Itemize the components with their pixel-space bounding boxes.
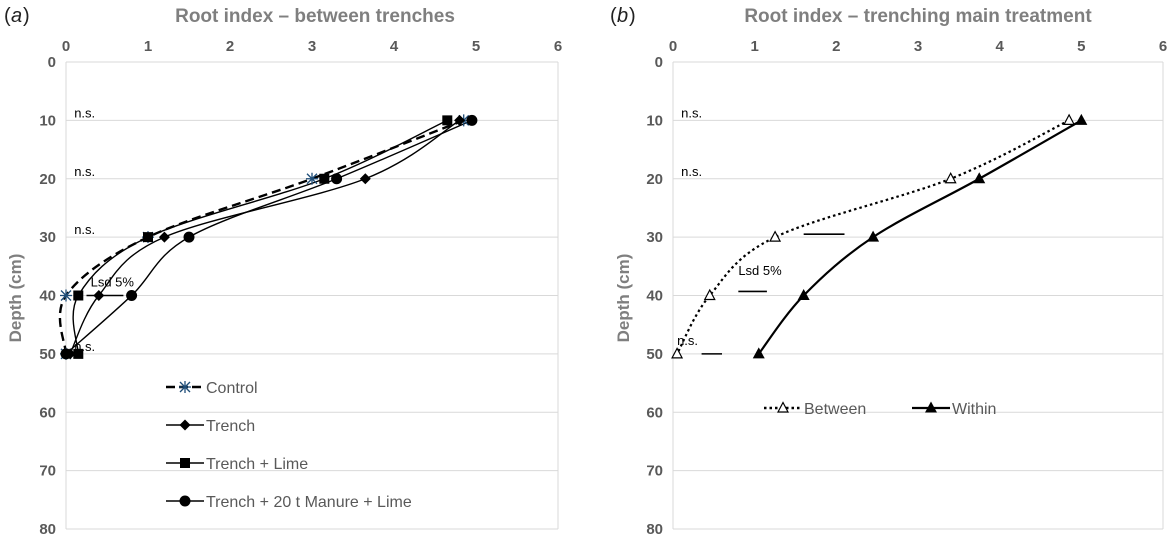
panel-b-legend-within-marker bbox=[925, 401, 937, 413]
panel-b-series-within-point-3 bbox=[797, 289, 810, 300]
panel-b-ytick-7: 70 bbox=[646, 463, 663, 480]
panel-b-label: b bbox=[617, 5, 628, 27]
panel-b-ytick-6: 60 bbox=[646, 404, 663, 421]
panel-a-series-trench-lime-point-4 bbox=[73, 348, 84, 359]
panel-a-annotation-0: n.s. bbox=[74, 105, 95, 120]
panel-b-ytick-2: 20 bbox=[646, 171, 663, 188]
panel-a-ytick-2: 20 bbox=[39, 171, 56, 188]
panel-a-ylabel: Depth (cm) bbox=[6, 254, 25, 343]
panel-a-series-trench-line bbox=[69, 119, 460, 355]
panel-b-ytick-1: 10 bbox=[646, 112, 663, 129]
panel-b-open-paren: ( bbox=[610, 5, 617, 27]
panel-b-annotation-0: n.s. bbox=[681, 105, 702, 120]
panel-a-series-trench-point-1 bbox=[359, 173, 371, 185]
panel-b-xtick-2: 2 bbox=[832, 38, 840, 55]
panel-b-xtick-3: 3 bbox=[914, 38, 922, 55]
panel-a-ytick-8: 80 bbox=[39, 521, 56, 538]
panel-a-series-trench-20-t-manure-lime-point-2 bbox=[183, 231, 195, 243]
panel-b-xtick-5: 5 bbox=[1077, 38, 1085, 55]
panel-a-xtick-3: 3 bbox=[308, 38, 316, 55]
panel-a-open-paren: ( bbox=[4, 5, 11, 27]
panel-b-title: Root index – trenching main treatment bbox=[744, 6, 1092, 27]
panel-a-ytick-0: 0 bbox=[48, 54, 56, 71]
panel-b-xtick-1: 1 bbox=[750, 38, 758, 55]
panel-a-series-trench-lime-point-0 bbox=[442, 115, 453, 126]
panel-b-series-between-point-3 bbox=[703, 288, 716, 301]
panel-a-ytick-3: 30 bbox=[39, 229, 56, 246]
panel-b-series-between-point-0 bbox=[1063, 113, 1076, 125]
panel-a-series-trench-lime-point-3 bbox=[73, 290, 84, 301]
panel-a-plot: 0 1 2 3 4 5 601020304050607080n.s.n.s.n.s.Lsd … bbox=[39, 38, 562, 538]
panel-a-legend-trench-lime-label: Trench + Lime bbox=[206, 456, 308, 473]
panel-b-annotation-2: Lsd 5% bbox=[738, 263, 782, 278]
panel-a-legend-trench-lime-marker bbox=[180, 458, 190, 468]
panel-a-legend-control-label: Control bbox=[206, 380, 258, 397]
panel-a: ( a ) Root index – between trenches Dept… bbox=[4, 5, 562, 538]
panel-b-ytick-0: 0 bbox=[655, 54, 663, 71]
panel-a-annotation-2: n.s. bbox=[74, 222, 95, 237]
panel-a-ytick-7: 70 bbox=[39, 463, 56, 480]
panel-b-series-within-point-1 bbox=[973, 172, 986, 184]
panel-a-series-trench-point-0 bbox=[454, 114, 466, 126]
panel-a-close-paren: ) bbox=[23, 5, 30, 27]
panel-b-series-between-point-2 bbox=[769, 230, 782, 242]
panel-a-series-control-point-1 bbox=[306, 172, 318, 185]
panel-a-xtick-5: 5 bbox=[472, 38, 480, 55]
panel-a-ytick-6: 60 bbox=[39, 404, 56, 421]
panel-b-series-within-line bbox=[757, 119, 1082, 355]
panel-b-xtick-6: 6 bbox=[1159, 38, 1167, 55]
panel-a-xtick-4: 4 bbox=[390, 38, 399, 55]
panel-a-ytick-5: 50 bbox=[39, 346, 56, 363]
panel-a-ytick-1: 10 bbox=[39, 112, 56, 129]
panel-a-legend-control-marker bbox=[179, 381, 191, 393]
panel-b-legend-within-label: Within bbox=[952, 401, 996, 418]
panel-b-series-within-point-4 bbox=[752, 347, 765, 359]
panel-a-legend-trench-label: Trench bbox=[206, 418, 255, 435]
panel-a-series-trench-20-t-manure-lime-line bbox=[65, 119, 473, 355]
panel-b-legend-between-marker bbox=[777, 401, 789, 413]
panel-a-series-trench-point-3 bbox=[93, 290, 105, 301]
panel-a-series-trench-20-t-manure-lime-point-1 bbox=[331, 173, 343, 185]
panel-b-xtick-0: 0 bbox=[669, 38, 677, 55]
panel-a-series-trench-lime-point-1 bbox=[319, 173, 330, 184]
panel-a-series-trench-point-2 bbox=[158, 231, 170, 243]
panel-b-ytick-4: 40 bbox=[646, 288, 663, 305]
panel-a-annotation-3: Lsd 5% bbox=[91, 275, 135, 290]
panel-a-ytick-4: 40 bbox=[39, 288, 56, 305]
panel-b-annotation-1: n.s. bbox=[681, 164, 702, 179]
panel-b-series-between-line bbox=[676, 119, 1070, 355]
panel-b-ytick-5: 50 bbox=[646, 346, 663, 363]
panel-b-series-between-point-1 bbox=[944, 171, 957, 184]
panel-a-xtick-2: 2 bbox=[226, 38, 234, 55]
panel-a-annotation-1: n.s. bbox=[74, 164, 95, 179]
panel-a-legend-trench-marker bbox=[179, 419, 191, 431]
panel-a-series-trench-20-t-manure-lime-point-0 bbox=[466, 114, 478, 126]
panel-b: ( b ) Root index – trenching main treatm… bbox=[610, 5, 1167, 538]
panel-a-series-control-point-3 bbox=[60, 289, 72, 302]
panel-b-ytick-8: 80 bbox=[646, 521, 663, 538]
panel-a-label: a bbox=[11, 5, 22, 27]
panel-b-series-between-point-4 bbox=[671, 347, 684, 359]
panel-b-xtick-4: 4 bbox=[995, 38, 1004, 55]
panel-b-series-within-point-2 bbox=[867, 230, 880, 242]
panel-b-series-within-point-0 bbox=[1075, 113, 1088, 125]
panel-b-close-paren: ) bbox=[629, 5, 636, 27]
panel-a-legend-trench-20-t-manure-lime-marker bbox=[179, 495, 191, 507]
panel-a-legend-trench-20-t-manure-lime-label: Trench + 20 t Manure + Lime bbox=[206, 494, 412, 511]
panel-a-series-trench-lime-point-2 bbox=[143, 232, 153, 243]
panel-a-series-trench-20-t-manure-lime-point-3 bbox=[126, 290, 138, 301]
panel-a-xtick-6: 6 bbox=[554, 38, 562, 55]
panel-a-xtick-1: 1 bbox=[144, 38, 152, 55]
panel-a-series-trench-20-t-manure-lime-point-4 bbox=[60, 348, 72, 360]
panel-b-ylabel: Depth (cm) bbox=[614, 254, 633, 343]
panel-a-xtick-0: 0 bbox=[62, 38, 70, 55]
panel-b-legend-between-label: Between bbox=[804, 401, 866, 418]
panel-b-ytick-3: 30 bbox=[646, 229, 663, 246]
panel-a-title: Root index – between trenches bbox=[175, 6, 455, 27]
